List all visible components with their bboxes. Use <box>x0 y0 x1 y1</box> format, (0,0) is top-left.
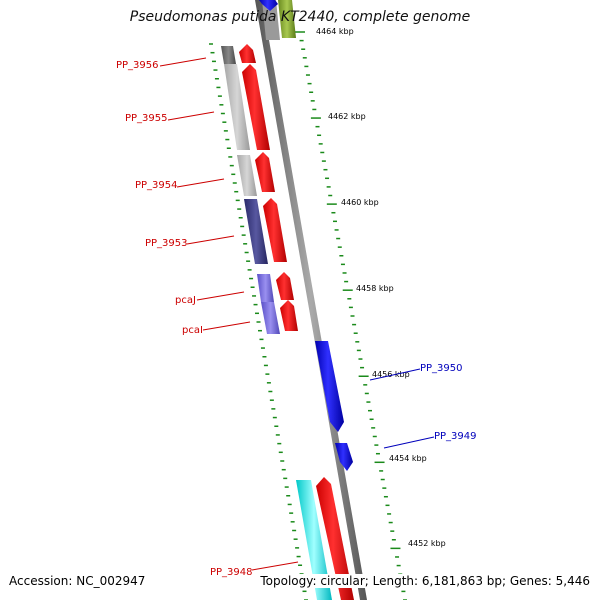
scale-label: 4462 kbp <box>328 112 366 121</box>
cog-block <box>296 480 332 600</box>
scale-ticks <box>209 31 407 600</box>
gene-arrow-forward <box>239 44 256 63</box>
reverse-genes <box>259 0 353 471</box>
scale-label: 4456 kbp <box>372 370 410 379</box>
scale-label: 4458 kbp <box>356 284 394 293</box>
gene-label-pp3955: PP_3955 <box>125 113 168 124</box>
cog-block <box>221 46 236 64</box>
cog-block <box>262 0 280 40</box>
gene-arrow-reverse <box>259 0 278 11</box>
scale-label: 4454 kbp <box>389 454 427 463</box>
cog-block <box>244 199 268 264</box>
gene-label-pp3953: PP_3953 <box>145 238 188 249</box>
cog-block <box>257 274 274 302</box>
cog-blocks <box>221 0 332 600</box>
gene-arrow-forward <box>316 477 354 600</box>
cog-block <box>261 302 280 334</box>
cog-block <box>237 155 257 196</box>
gene-label-pp3950: PP_3950 <box>420 363 463 374</box>
accession-text: Accession: NC_002947 <box>9 574 146 588</box>
map-title: Pseudomonas putida KT2440, complete geno… <box>129 9 471 25</box>
topology-text: Topology: circular; Length: 6,181,863 bp… <box>260 574 590 588</box>
scale-labels: 4464 kbp 4462 kbp 4460 kbp 4458 kbp 4456… <box>316 27 446 548</box>
gene-label-pp3954: PP_3954 <box>135 180 178 191</box>
gene-label-pcaj: pcaJ <box>175 295 196 306</box>
gene-arrow-forward <box>263 198 287 262</box>
forward-genes <box>239 44 354 600</box>
gene-label-pp3956: PP_3956 <box>116 60 159 71</box>
gene-arrow-reverse <box>315 341 344 432</box>
gene-label-pp3949: PP_3949 <box>434 431 477 442</box>
cog-block <box>278 0 296 38</box>
scale-label: 4460 kbp <box>341 198 379 207</box>
scale-label: 4452 kbp <box>408 539 446 548</box>
gene-arrow-forward <box>280 300 298 331</box>
gene-arrow-forward <box>276 272 294 300</box>
gene-labels: PP_3956 PP_3955 PP_3954 PP_3953 pcaJ pca… <box>116 57 477 578</box>
gene-label-pp3948: PP_3948 <box>210 567 253 578</box>
gene-arrow-reverse <box>335 443 353 471</box>
cog-block <box>224 64 250 150</box>
gene-arrow-forward <box>242 64 270 150</box>
gene-label-pcai: pcaI <box>182 325 203 336</box>
scale-label: 4464 kbp <box>316 27 354 36</box>
gene-arrow-forward <box>255 152 275 192</box>
